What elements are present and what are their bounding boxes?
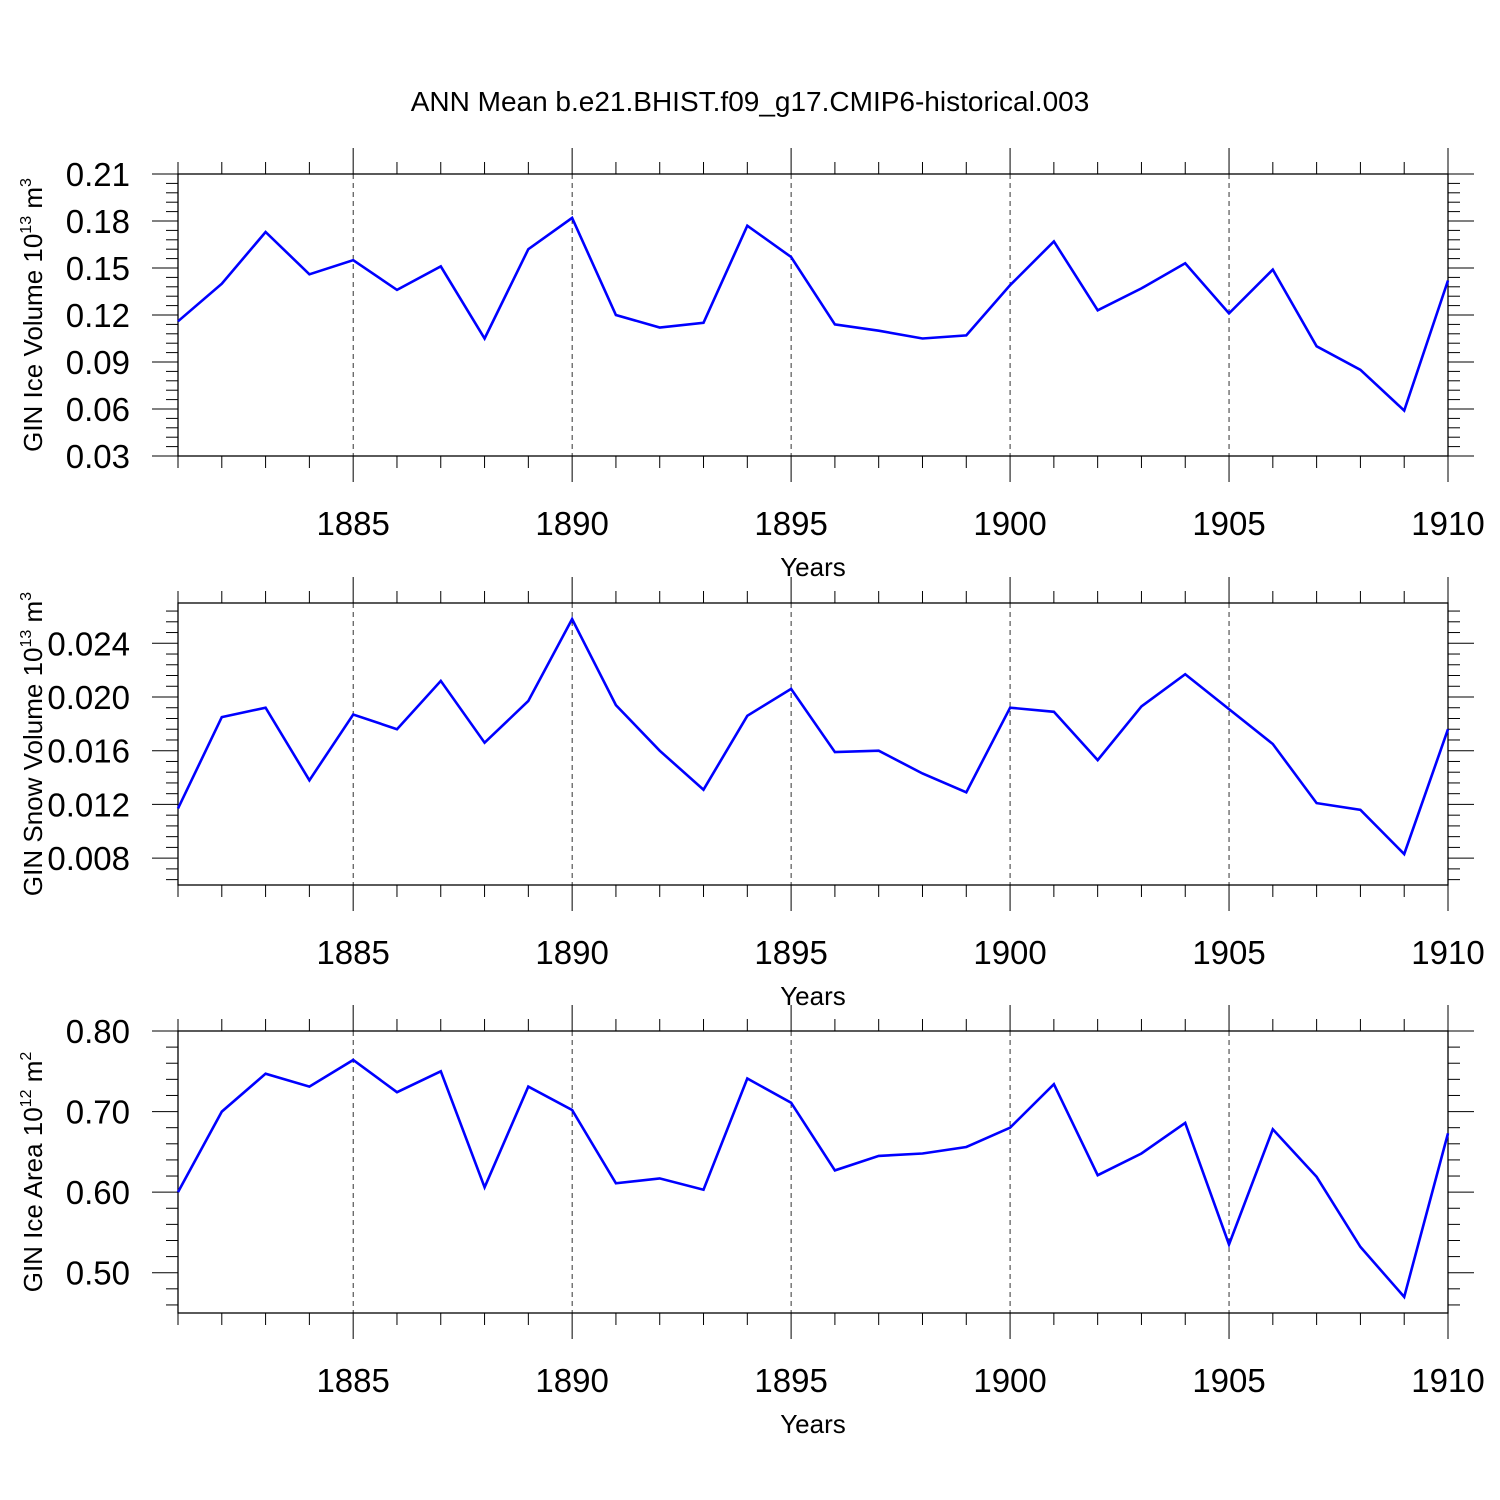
y-tick-label: 0.50 xyxy=(66,1255,130,1292)
x-axis-label: Years xyxy=(780,552,846,582)
y-tick-label: 0.016 xyxy=(47,733,130,770)
y-axis-label-part: GIN Ice Volume 10 xyxy=(18,234,48,452)
y-tick-label: 0.21 xyxy=(66,156,130,193)
y-tick-label: 0.024 xyxy=(47,625,130,662)
y-axis-label: GIN Ice Area 1012 m2 xyxy=(18,1052,48,1293)
x-tick-label: 1895 xyxy=(754,1362,827,1399)
series-line xyxy=(176,1058,1450,1300)
y-axis-label-part: GIN Snow Volume 10 xyxy=(18,648,48,897)
plot-frame xyxy=(177,1030,1449,1314)
y-tick-label: 0.70 xyxy=(66,1094,130,1131)
x-tick-label: 1905 xyxy=(1192,934,1265,971)
plot-frame xyxy=(177,173,1449,457)
x-tick-label: 1905 xyxy=(1192,505,1265,542)
x-tick-label: 1890 xyxy=(535,934,608,971)
x-tick-label: 1885 xyxy=(316,1362,389,1399)
chart-title: ANN Mean b.e21.BHIST.f09_g17.CMIP6-histo… xyxy=(411,86,1090,117)
y-axis-label-exponent: 13 xyxy=(18,216,35,234)
y-axis-label-exponent: 12 xyxy=(18,1089,35,1107)
series-line xyxy=(177,215,1450,413)
y-tick-label: 0.15 xyxy=(66,250,130,287)
y-tick-label: 0.012 xyxy=(47,786,130,823)
x-tick-label: 1910 xyxy=(1411,934,1484,971)
x-tick-label: 1910 xyxy=(1411,1362,1484,1399)
x-tick-label: 1890 xyxy=(535,505,608,542)
y-tick-label: 0.60 xyxy=(66,1174,130,1211)
x-tick-label: 1910 xyxy=(1411,505,1484,542)
y-axis-label-part: m xyxy=(18,187,48,216)
x-axis-label: Years xyxy=(780,1409,846,1439)
y-axis-label-exponent: 13 xyxy=(18,630,35,648)
y-tick-label: 0.12 xyxy=(66,297,130,334)
panel-2: 0.008 0.012 0.016 0.020 0.024 1885 1890 1895 190… xyxy=(18,577,1485,1011)
y-tick-label: 0.06 xyxy=(66,391,130,428)
x-tick-label: 1900 xyxy=(973,505,1046,542)
y-axis-label-part: m xyxy=(18,1061,48,1090)
y-axis-label-exponent: 3 xyxy=(18,592,35,601)
y-tick-label: 0.03 xyxy=(66,438,130,475)
x-tick-label: 1885 xyxy=(316,934,389,971)
y-axis-label-part: GIN Ice Area 10 xyxy=(18,1107,48,1292)
x-axis-label: Years xyxy=(780,981,846,1011)
y-tick-label: 0.18 xyxy=(66,203,130,240)
x-tick-label: 1905 xyxy=(1192,1362,1265,1399)
plot-frame xyxy=(177,602,1449,886)
x-tick-label: 1900 xyxy=(973,1362,1046,1399)
x-tick-label: 1890 xyxy=(535,1362,608,1399)
y-axis-label: GIN Ice Volume 1013 m3 xyxy=(18,178,48,452)
series-line xyxy=(176,616,1450,857)
y-tick-label: 0.020 xyxy=(47,679,130,716)
y-axis-label-part: m xyxy=(18,601,48,630)
x-tick-label: 1885 xyxy=(316,505,389,542)
y-axis-label-exponent: 3 xyxy=(18,178,35,187)
y-tick-label: 0.80 xyxy=(66,1013,130,1050)
x-tick-label: 1900 xyxy=(973,934,1046,971)
y-tick-label: 0.008 xyxy=(47,840,130,877)
x-tick-label: 1895 xyxy=(754,934,827,971)
panel-1: 0.03 0.06 0.09 0.12 0.15 0.18 0.21 1885 1890 1895… xyxy=(18,148,1485,582)
panel-3: 0.50 0.60 0.70 0.80 1885 1890 1895 1900 1905 1910… xyxy=(18,1005,1485,1439)
y-tick-label: 0.09 xyxy=(66,344,130,381)
x-tick-label: 1895 xyxy=(754,505,827,542)
y-axis-label-exponent: 2 xyxy=(18,1052,35,1061)
y-axis-label: GIN Snow Volume 1013 m3 xyxy=(18,592,48,896)
